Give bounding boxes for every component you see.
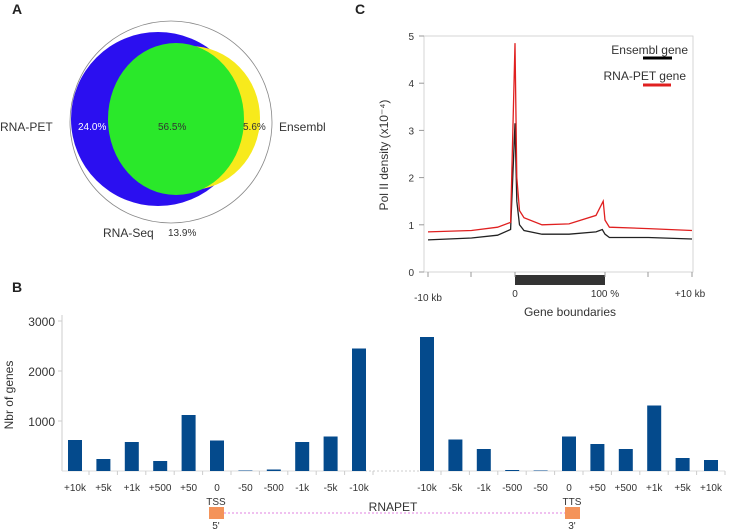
tts-label: TTS [563,497,582,508]
venn-label-ensembl: Ensembl [279,120,326,134]
x-tick-label: -500 [502,483,522,494]
tts-marker [565,507,580,519]
venn-diagram: RNA-PET 24.0% 56.5% 5.6% Ensembl RNA-Seq… [0,20,326,240]
tss-label: TSS [206,497,226,508]
legend-label-ensembl: Ensembl gene [611,43,688,57]
panel-label-a: A [12,1,22,17]
bar [562,436,576,471]
bar [618,449,633,471]
bar [352,348,366,471]
venn-value-ensembl: 5.6% [243,122,266,133]
bar [647,405,662,471]
venn-value-rna-pet: 24.0% [78,122,106,133]
y-tick-label: 0 [408,268,414,279]
x-tick-label: 0 [566,483,572,494]
x-axis-label: Gene boundaries [524,305,616,319]
x-tick-label: +1k [124,483,141,494]
x-tick-label: -1k [295,483,310,494]
x-tick-label: 0 [214,483,220,494]
y-axis-label: Nbr of genes [2,361,16,430]
y-tick-label: 3000 [28,315,55,329]
bar [420,337,434,471]
series-line-ensembl [427,123,693,241]
series-line-rna-pet [427,43,693,233]
x-tick-label: +500 [149,483,172,494]
bar [675,458,690,471]
x-tick-label: -10k [417,483,437,494]
x-tick-label: -50 [533,483,548,494]
three-prime-label: 3' [568,521,576,532]
x-tick-label: -10k [349,483,369,494]
y-tick-label: 1000 [28,415,55,429]
x-tick-label: 0 [512,289,518,300]
bar [476,449,491,471]
bar [96,459,111,471]
x-tick-label: -5k [448,483,463,494]
venn-value-overlap: 56.5% [158,122,186,133]
tss-marker [209,507,224,519]
bar [210,440,224,471]
x-tick-label: +500 [615,483,638,494]
gene-body-bar [515,275,605,285]
x-tick-label: +5k [95,483,112,494]
gene-label: RNAPET [369,500,418,514]
plot-frame [423,35,694,273]
bar [505,470,520,471]
five-prime-label: 5' [212,521,220,532]
x-tick-label: +50 [589,483,606,494]
bar [238,470,253,471]
x-tick-label: 100 % [591,289,619,300]
x-tick-label: -10 kb [414,293,442,304]
x-tick-label: +5k [674,483,691,494]
bar [295,442,310,471]
gene-count-bar-chart: Nbr of genes TSS TTS 5' 3' RNAPET 1000 20… [2,315,726,532]
legend-label-rna-pet: RNA-PET gene [604,69,687,83]
venn-overlap [108,43,244,195]
bar [124,442,139,471]
y-axis-label: Pol II density (x10⁻⁴) [377,100,391,211]
x-tick-label: +50 [180,483,197,494]
y-tick-label: 2000 [28,365,55,379]
panel-label-c: C [355,1,365,17]
bar [448,439,463,471]
x-tick-label: +10k [700,483,723,494]
x-tick-label: -1k [477,483,492,494]
y-tick-label: 1 [408,221,414,232]
bar [590,444,605,471]
venn-label-rna-pet: RNA-PET [0,120,53,134]
x-tick-label: +10k [64,483,87,494]
y-tick-label: 4 [408,79,414,90]
x-tick-label: +1k [646,483,663,494]
y-tick-label: 3 [408,126,414,137]
y-tick-label: 2 [408,174,414,185]
bar [153,461,168,471]
bar [266,469,281,471]
venn-label-rna-seq: RNA-Seq [103,226,154,240]
x-tick-label: +10 kb [675,289,706,300]
x-tick-label: -50 [238,483,253,494]
bar [704,460,718,471]
x-tick-label: -500 [264,483,284,494]
bar [181,415,196,471]
y-tick-label: 5 [408,32,414,43]
bar [323,436,338,471]
bar [533,470,548,471]
venn-value-rna-seq: 13.9% [168,228,196,239]
venn-outline-rna-seq [69,20,273,224]
x-tick-label: -5k [324,483,339,494]
pol2-density-plot: -10 kb 0 100 % +10 kb Gene boundaries Po… [377,32,706,319]
panel-label-b: B [12,279,22,295]
bar [68,440,82,471]
